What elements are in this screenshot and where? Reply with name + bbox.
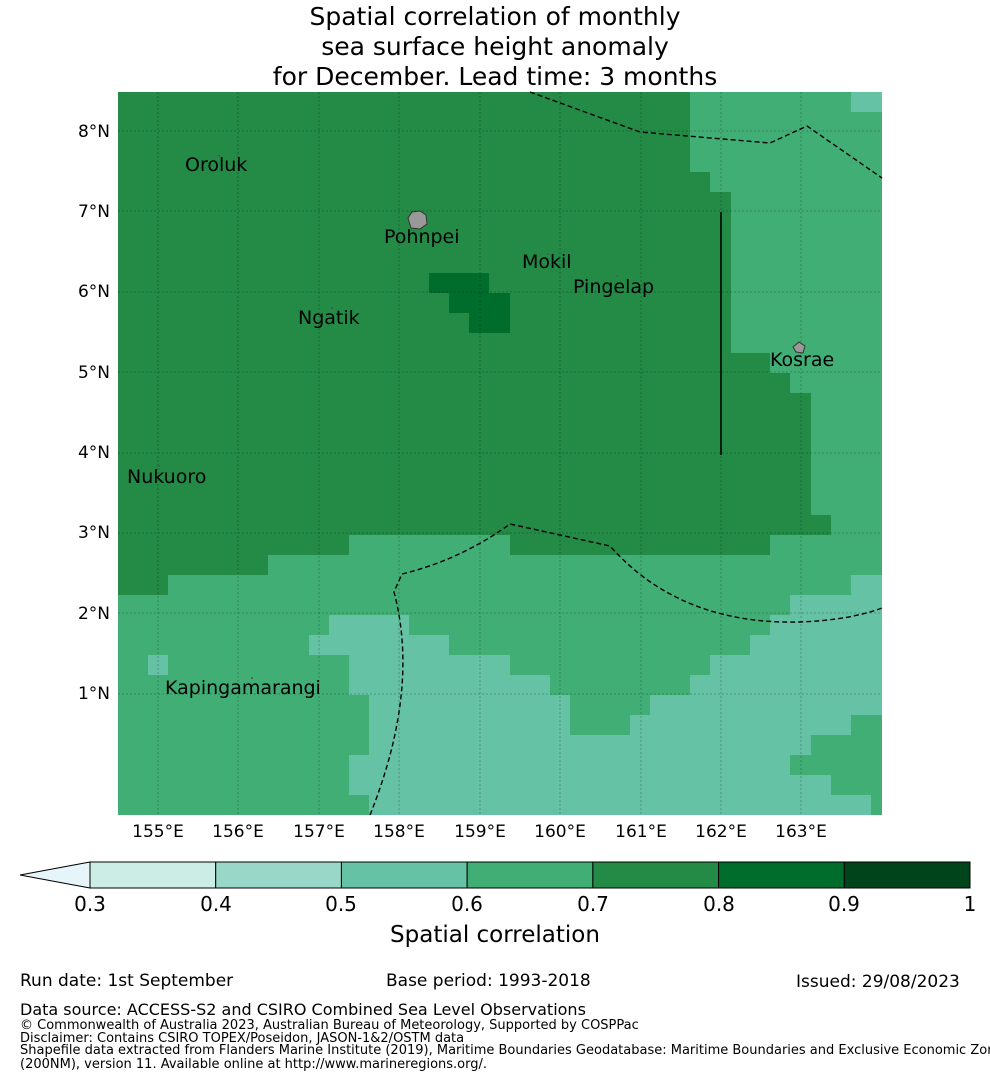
colorbar-tick-0.3: 0.3: [74, 892, 106, 916]
colorbar-box-5: [718, 861, 845, 889]
colorbar-tick-0.6: 0.6: [451, 892, 483, 916]
region-corr-0.6-0.7-east: [690, 92, 882, 575]
disclaimer: Disclaimer: Contains CSIRO TOPEX/Poseido…: [20, 1031, 465, 1046]
kapingamarangi-atoll-icon: [251, 677, 253, 679]
oroluk-atoll-icon: [218, 155, 220, 157]
eez-boundaries: [369, 91, 883, 816]
colorbar-tick-0.5: 0.5: [325, 892, 357, 916]
region-corr-0.5-0.6-ne: [851, 92, 882, 112]
shapefile-credit-line-2: (200NM), version 11. Available online at…: [20, 1057, 488, 1072]
pohnpei-island-icon: [407, 210, 428, 230]
place-label-kapingamarangi: Kapingamarangi: [165, 677, 321, 699]
base-period: Base period: 1993-2018: [386, 971, 591, 991]
shapefile-credit-line-1: Shapefile data extracted from Flanders M…: [20, 1043, 990, 1058]
region-corr-0.5-0.6-south: [309, 575, 882, 815]
lat-label-4n: 4°N: [78, 443, 110, 463]
place-label-ngatik: Ngatik: [298, 307, 360, 329]
nukuoro-atoll-icon: [158, 465, 160, 467]
lat-label-6n: 6°N: [78, 282, 110, 302]
region-corr-0.5-0.6-small: [148, 655, 168, 675]
issued-date: Issued: 29/08/2023: [796, 972, 960, 992]
title-line-3: for December. Lead time: 3 months: [272, 62, 718, 91]
place-label-pingelap: Pingelap: [573, 276, 654, 298]
lon-label-163e: 163°E: [775, 822, 827, 842]
run-date: Run date: 1st September: [20, 971, 234, 991]
colorbar-tick-0.7: 0.7: [577, 892, 609, 916]
lon-label-157e: 157°E: [293, 822, 345, 842]
lat-label-8n: 8°N: [78, 122, 110, 142]
colorbar-label: Spatial correlation: [390, 922, 600, 948]
colorbar-box-3: [466, 861, 594, 889]
colorbar-box-6: [843, 861, 971, 889]
lon-label-160e: 160°E: [534, 822, 586, 842]
lat-label-5n: 5°N: [78, 363, 110, 383]
place-label-nukuoro: Nukuoro: [127, 466, 206, 488]
lat-label-7n: 7°N: [78, 202, 110, 222]
colorbar-tick-1: 1: [964, 892, 977, 916]
lon-label-161e: 161°E: [615, 822, 667, 842]
colorbar-tick-0.8: 0.8: [703, 892, 735, 916]
copyright: © Commonwealth of Australia 2023, Austra…: [20, 1018, 639, 1033]
colorbar-box-2: [340, 861, 468, 889]
colorbar-box-0: [89, 861, 217, 889]
colorbar: 0.3 0.4 0.5 0.6 0.7 0.8 0.9 1: [19, 861, 977, 916]
map-title: Spatial correlation of monthly sea surfa…: [0, 2, 990, 92]
place-label-mokil: Mokil: [522, 251, 572, 273]
place-label-pohnpei: Pohnpei: [384, 226, 460, 248]
lon-label-162e: 162°E: [695, 822, 747, 842]
pingelap-atoll-icon: [616, 275, 618, 277]
colorbar-extend-triangle: [19, 861, 91, 889]
colorbar-box-1: [215, 861, 342, 889]
data-source: Data source: ACCESS-S2 and CSIRO Combine…: [20, 1000, 586, 1019]
title-line-2: sea surface height anomaly: [321, 32, 669, 61]
ngatik-atoll-icon: [331, 307, 333, 309]
lat-label-3n: 3°N: [78, 523, 110, 543]
colorbar-box-4: [592, 861, 720, 889]
lon-label-156e: 156°E: [212, 822, 264, 842]
lon-label-155e: 155°E: [132, 822, 184, 842]
lon-label-158e: 158°E: [373, 822, 425, 842]
colorbar-frame: [89, 861, 971, 889]
eez-boundary-south: [369, 523, 883, 816]
title-line-1: Spatial correlation of monthly: [309, 2, 681, 31]
colorbar-tick-0.4: 0.4: [200, 892, 232, 916]
kosrae-island-icon: [792, 341, 806, 354]
correlation-field: [118, 92, 882, 815]
place-label-oroluk: Oroluk: [185, 154, 247, 176]
mokil-atoll-icon: [547, 253, 549, 255]
lat-label-1n: 1°N: [78, 684, 110, 704]
lon-label-159e: 159°E: [454, 822, 506, 842]
place-label-kosrae: Kosrae: [770, 349, 834, 371]
lat-label-2n: 2°N: [78, 604, 110, 624]
region-corr-0.8-0.9: [429, 273, 510, 333]
colorbar-tick-0.9: 0.9: [828, 892, 860, 916]
